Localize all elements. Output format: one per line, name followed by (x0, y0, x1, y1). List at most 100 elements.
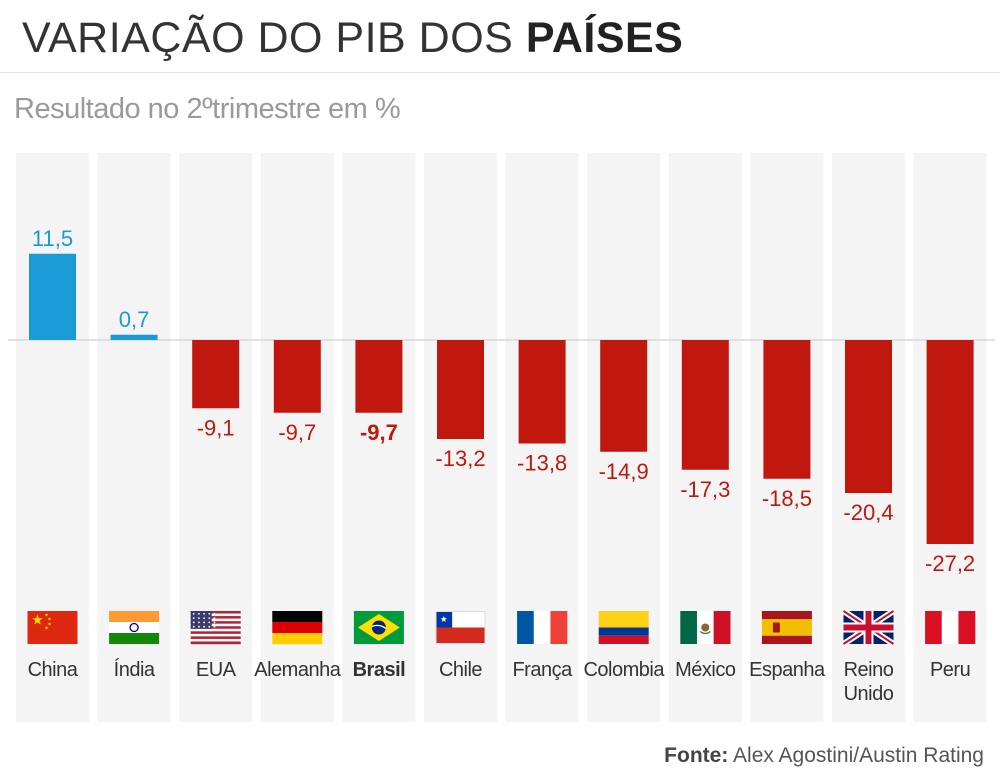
flag-star (198, 612, 200, 615)
bar (763, 340, 811, 479)
flag-stripe (190, 611, 241, 614)
flag-band (761, 611, 812, 620)
flag-stripe (190, 638, 241, 642)
data-label: -20,4 (843, 500, 893, 525)
bar (600, 340, 648, 452)
data-label: -9,1 (197, 415, 235, 440)
data-label: -9,7 (278, 420, 316, 445)
data-label: 0,7 (119, 307, 150, 332)
flag-band (109, 622, 160, 633)
flag-band (272, 633, 323, 645)
flag-coat-of-arms (772, 622, 780, 633)
source-text: Alex Agostini/Austin Rating (733, 744, 984, 767)
flag-band (761, 619, 812, 636)
flag-star (192, 621, 195, 624)
chart-title-bold: PAÍSES (525, 14, 684, 62)
bar (273, 340, 321, 413)
flag-star (192, 617, 195, 619)
bar (926, 340, 974, 544)
uk-flag-icon (841, 608, 896, 647)
bar (518, 340, 566, 444)
mexico-flag-icon (680, 611, 731, 644)
data-label: -18,5 (762, 486, 812, 511)
flag-star (198, 625, 200, 628)
flag-band (109, 633, 160, 644)
bar (355, 340, 403, 413)
flag-stripe (190, 636, 241, 640)
flag-small-star (44, 626, 49, 630)
flag-band (435, 627, 486, 644)
chile-flag-icon (435, 611, 486, 644)
bar (29, 253, 76, 340)
flag-stripe (190, 621, 241, 624)
category-label: EUA (196, 659, 237, 681)
flag-emblem (701, 623, 710, 632)
bar (845, 340, 892, 493)
category-label: Unido (844, 683, 894, 705)
flag-stripe (190, 631, 241, 635)
flag-stripe (190, 623, 241, 627)
category-label: China (28, 659, 79, 681)
data-label: -17,3 (680, 477, 730, 502)
china-flag-icon (27, 611, 78, 644)
flag-stripe (190, 628, 241, 632)
source-note: Fonte: Alex Agostini/Austin Rating (664, 744, 984, 768)
flag-band (713, 611, 731, 644)
data-label: -27,2 (925, 551, 975, 576)
flag-star (213, 621, 216, 624)
flag-band (550, 611, 568, 644)
flag-band (925, 611, 942, 644)
source-label: Fonte: (664, 744, 729, 767)
usa-flag-icon (190, 611, 241, 645)
flag-stripe (190, 633, 241, 637)
flag-band (598, 627, 649, 636)
flag-stripe (190, 626, 241, 629)
flag-band (598, 635, 649, 644)
flag-small-star (44, 613, 49, 617)
flag-star (213, 612, 216, 615)
chart-title-main: VARIAÇÃO DO PIB DOS (22, 14, 514, 62)
bar (681, 340, 729, 470)
flag-cross-red (843, 624, 894, 631)
data-label: -14,9 (599, 459, 649, 484)
flag-star (192, 625, 195, 628)
flag-band (533, 611, 551, 644)
flag-canton (190, 611, 212, 629)
flag-band (761, 635, 812, 644)
flag-star (213, 617, 216, 619)
flag-band (272, 622, 323, 634)
category-label: México (675, 659, 736, 681)
flag-star (208, 612, 211, 615)
flag-globe (371, 620, 386, 635)
chart-subtitle: Resultado no 2ºtrimestre em % (14, 93, 401, 125)
column-backgrounds (16, 153, 987, 722)
flag-wheel (129, 622, 139, 633)
category-label: Reino (844, 659, 894, 681)
flag-star (203, 621, 206, 624)
flag-field (27, 611, 78, 644)
india-flag-icon (109, 611, 160, 644)
data-label: 11,5 (32, 226, 73, 251)
category-label: Espanha (749, 659, 826, 681)
flag-star (192, 612, 195, 615)
category-label: Chile (439, 659, 482, 681)
flag-band (517, 611, 534, 644)
flag-stripe (190, 616, 241, 619)
flag-banner (371, 624, 387, 630)
france-flag-icon (517, 611, 568, 644)
flag-star (203, 612, 206, 615)
flag-small-star (47, 622, 52, 626)
flag-star (208, 625, 211, 628)
colombia-flag-icon (598, 611, 649, 644)
flag-small-star (47, 617, 52, 621)
bar (110, 334, 158, 340)
flag-star (203, 617, 206, 619)
flag-band (958, 611, 976, 644)
flag-star (198, 621, 200, 624)
flag-band (109, 611, 160, 622)
flag-border (435, 611, 486, 644)
brazil-flag-icon (353, 611, 404, 644)
spain-flag-icon (761, 611, 812, 644)
peru-flag-icon (925, 611, 976, 644)
